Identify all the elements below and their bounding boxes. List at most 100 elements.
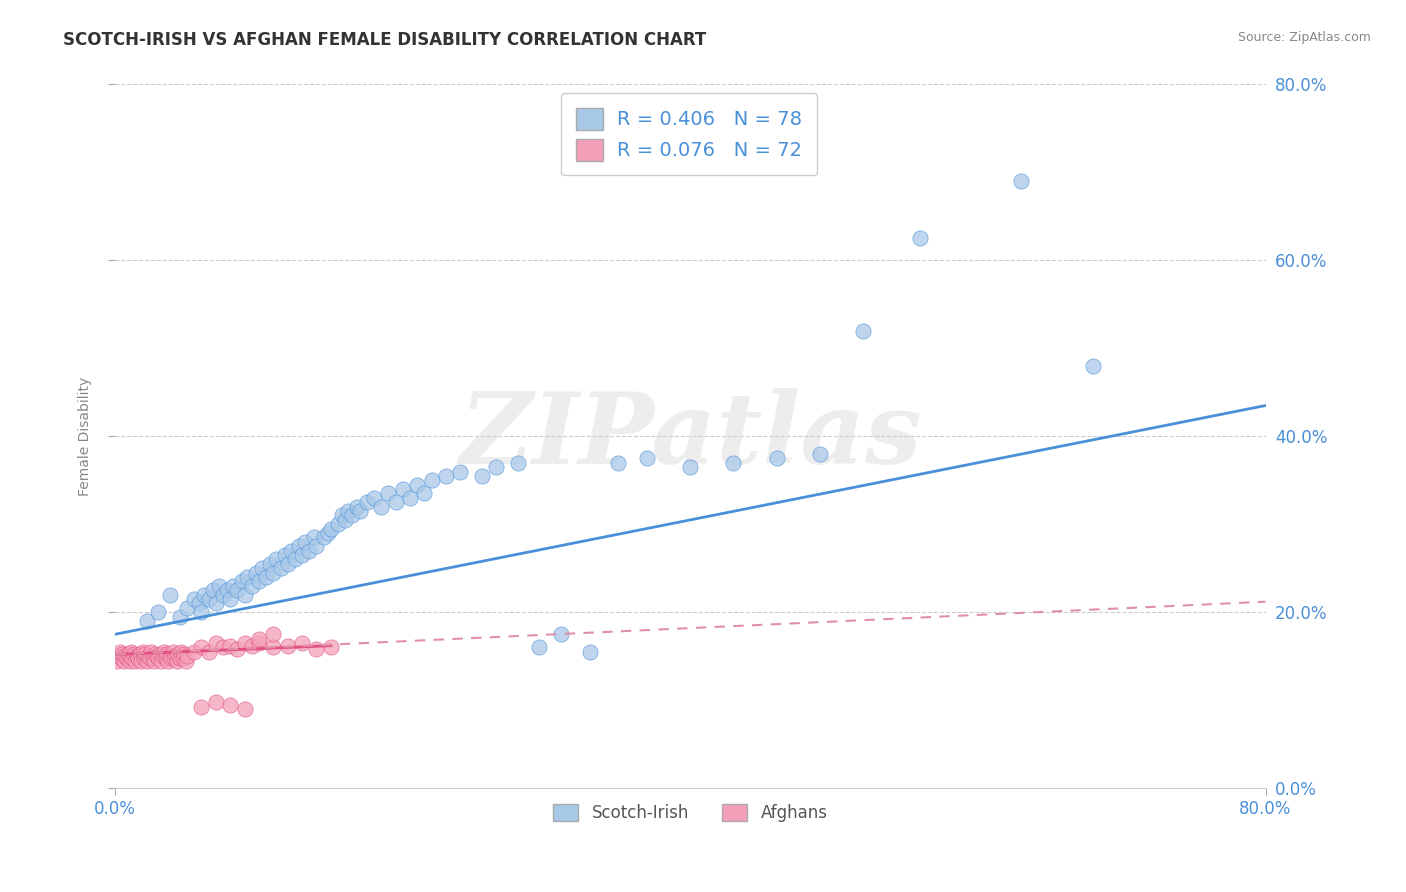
Point xyxy=(485,460,508,475)
Point xyxy=(160,651,183,665)
Point xyxy=(183,645,205,659)
Point xyxy=(342,508,364,523)
Point xyxy=(167,648,190,662)
Point xyxy=(197,645,219,659)
Point xyxy=(176,649,198,664)
Point xyxy=(356,495,378,509)
Point xyxy=(183,592,205,607)
Point xyxy=(217,583,239,598)
Point xyxy=(319,640,342,655)
Point xyxy=(122,648,145,662)
Point xyxy=(910,231,932,245)
Point xyxy=(156,648,179,662)
Point xyxy=(413,486,436,500)
Point xyxy=(208,579,231,593)
Point xyxy=(399,491,422,505)
Point xyxy=(226,583,249,598)
Point xyxy=(316,526,339,541)
Point xyxy=(219,639,242,653)
Point xyxy=(262,640,284,655)
Point xyxy=(636,451,658,466)
Point xyxy=(127,651,149,665)
Point xyxy=(679,460,702,475)
Point xyxy=(335,513,357,527)
Point xyxy=(111,648,134,662)
Point xyxy=(346,500,368,514)
Point xyxy=(148,651,170,665)
Point xyxy=(226,642,249,657)
Point xyxy=(136,649,159,664)
Point xyxy=(231,574,253,589)
Point xyxy=(254,570,277,584)
Point xyxy=(165,649,187,664)
Point xyxy=(190,605,212,619)
Point xyxy=(128,648,150,662)
Point xyxy=(205,597,228,611)
Point xyxy=(262,627,284,641)
Point xyxy=(259,557,281,571)
Point xyxy=(134,648,156,662)
Point xyxy=(193,588,215,602)
Point xyxy=(153,645,176,659)
Point xyxy=(205,636,228,650)
Point xyxy=(349,504,371,518)
Point xyxy=(190,640,212,655)
Point xyxy=(274,548,297,562)
Point xyxy=(245,566,267,580)
Point xyxy=(135,654,157,668)
Point xyxy=(105,654,128,668)
Point xyxy=(162,645,184,659)
Point xyxy=(377,486,399,500)
Point xyxy=(233,702,256,716)
Point xyxy=(420,473,443,487)
Point xyxy=(280,543,302,558)
Point xyxy=(332,508,354,523)
Point xyxy=(197,592,219,607)
Point xyxy=(212,640,235,655)
Point xyxy=(124,654,146,668)
Point xyxy=(129,654,152,668)
Point xyxy=(118,649,141,664)
Point xyxy=(169,651,191,665)
Point xyxy=(107,649,129,664)
Point xyxy=(434,469,457,483)
Point xyxy=(219,698,242,712)
Point xyxy=(471,469,494,483)
Point xyxy=(222,579,245,593)
Point xyxy=(264,552,287,566)
Point xyxy=(138,651,160,665)
Y-axis label: Female Disability: Female Disability xyxy=(79,376,93,496)
Point xyxy=(131,645,153,659)
Point xyxy=(247,636,270,650)
Point xyxy=(117,648,139,662)
Point xyxy=(302,531,325,545)
Point xyxy=(172,651,194,665)
Point xyxy=(201,583,224,598)
Point xyxy=(284,552,307,566)
Point xyxy=(406,477,429,491)
Point xyxy=(108,645,131,659)
Point xyxy=(319,522,342,536)
Point xyxy=(250,561,273,575)
Point xyxy=(291,548,314,562)
Point xyxy=(150,654,173,668)
Point xyxy=(110,651,132,665)
Point xyxy=(159,649,181,664)
Point xyxy=(170,645,193,659)
Point xyxy=(155,651,177,665)
Point xyxy=(288,539,311,553)
Point xyxy=(112,654,135,668)
Point xyxy=(270,561,292,575)
Point xyxy=(212,588,235,602)
Point xyxy=(132,651,155,665)
Point xyxy=(305,539,328,553)
Legend: Scotch-Irish, Afghans: Scotch-Irish, Afghans xyxy=(547,797,834,830)
Text: Source: ZipAtlas.com: Source: ZipAtlas.com xyxy=(1237,31,1371,45)
Point xyxy=(142,651,165,665)
Point xyxy=(236,570,259,584)
Point xyxy=(262,566,284,580)
Point xyxy=(277,557,299,571)
Point xyxy=(607,456,630,470)
Point xyxy=(120,645,142,659)
Point xyxy=(174,654,197,668)
